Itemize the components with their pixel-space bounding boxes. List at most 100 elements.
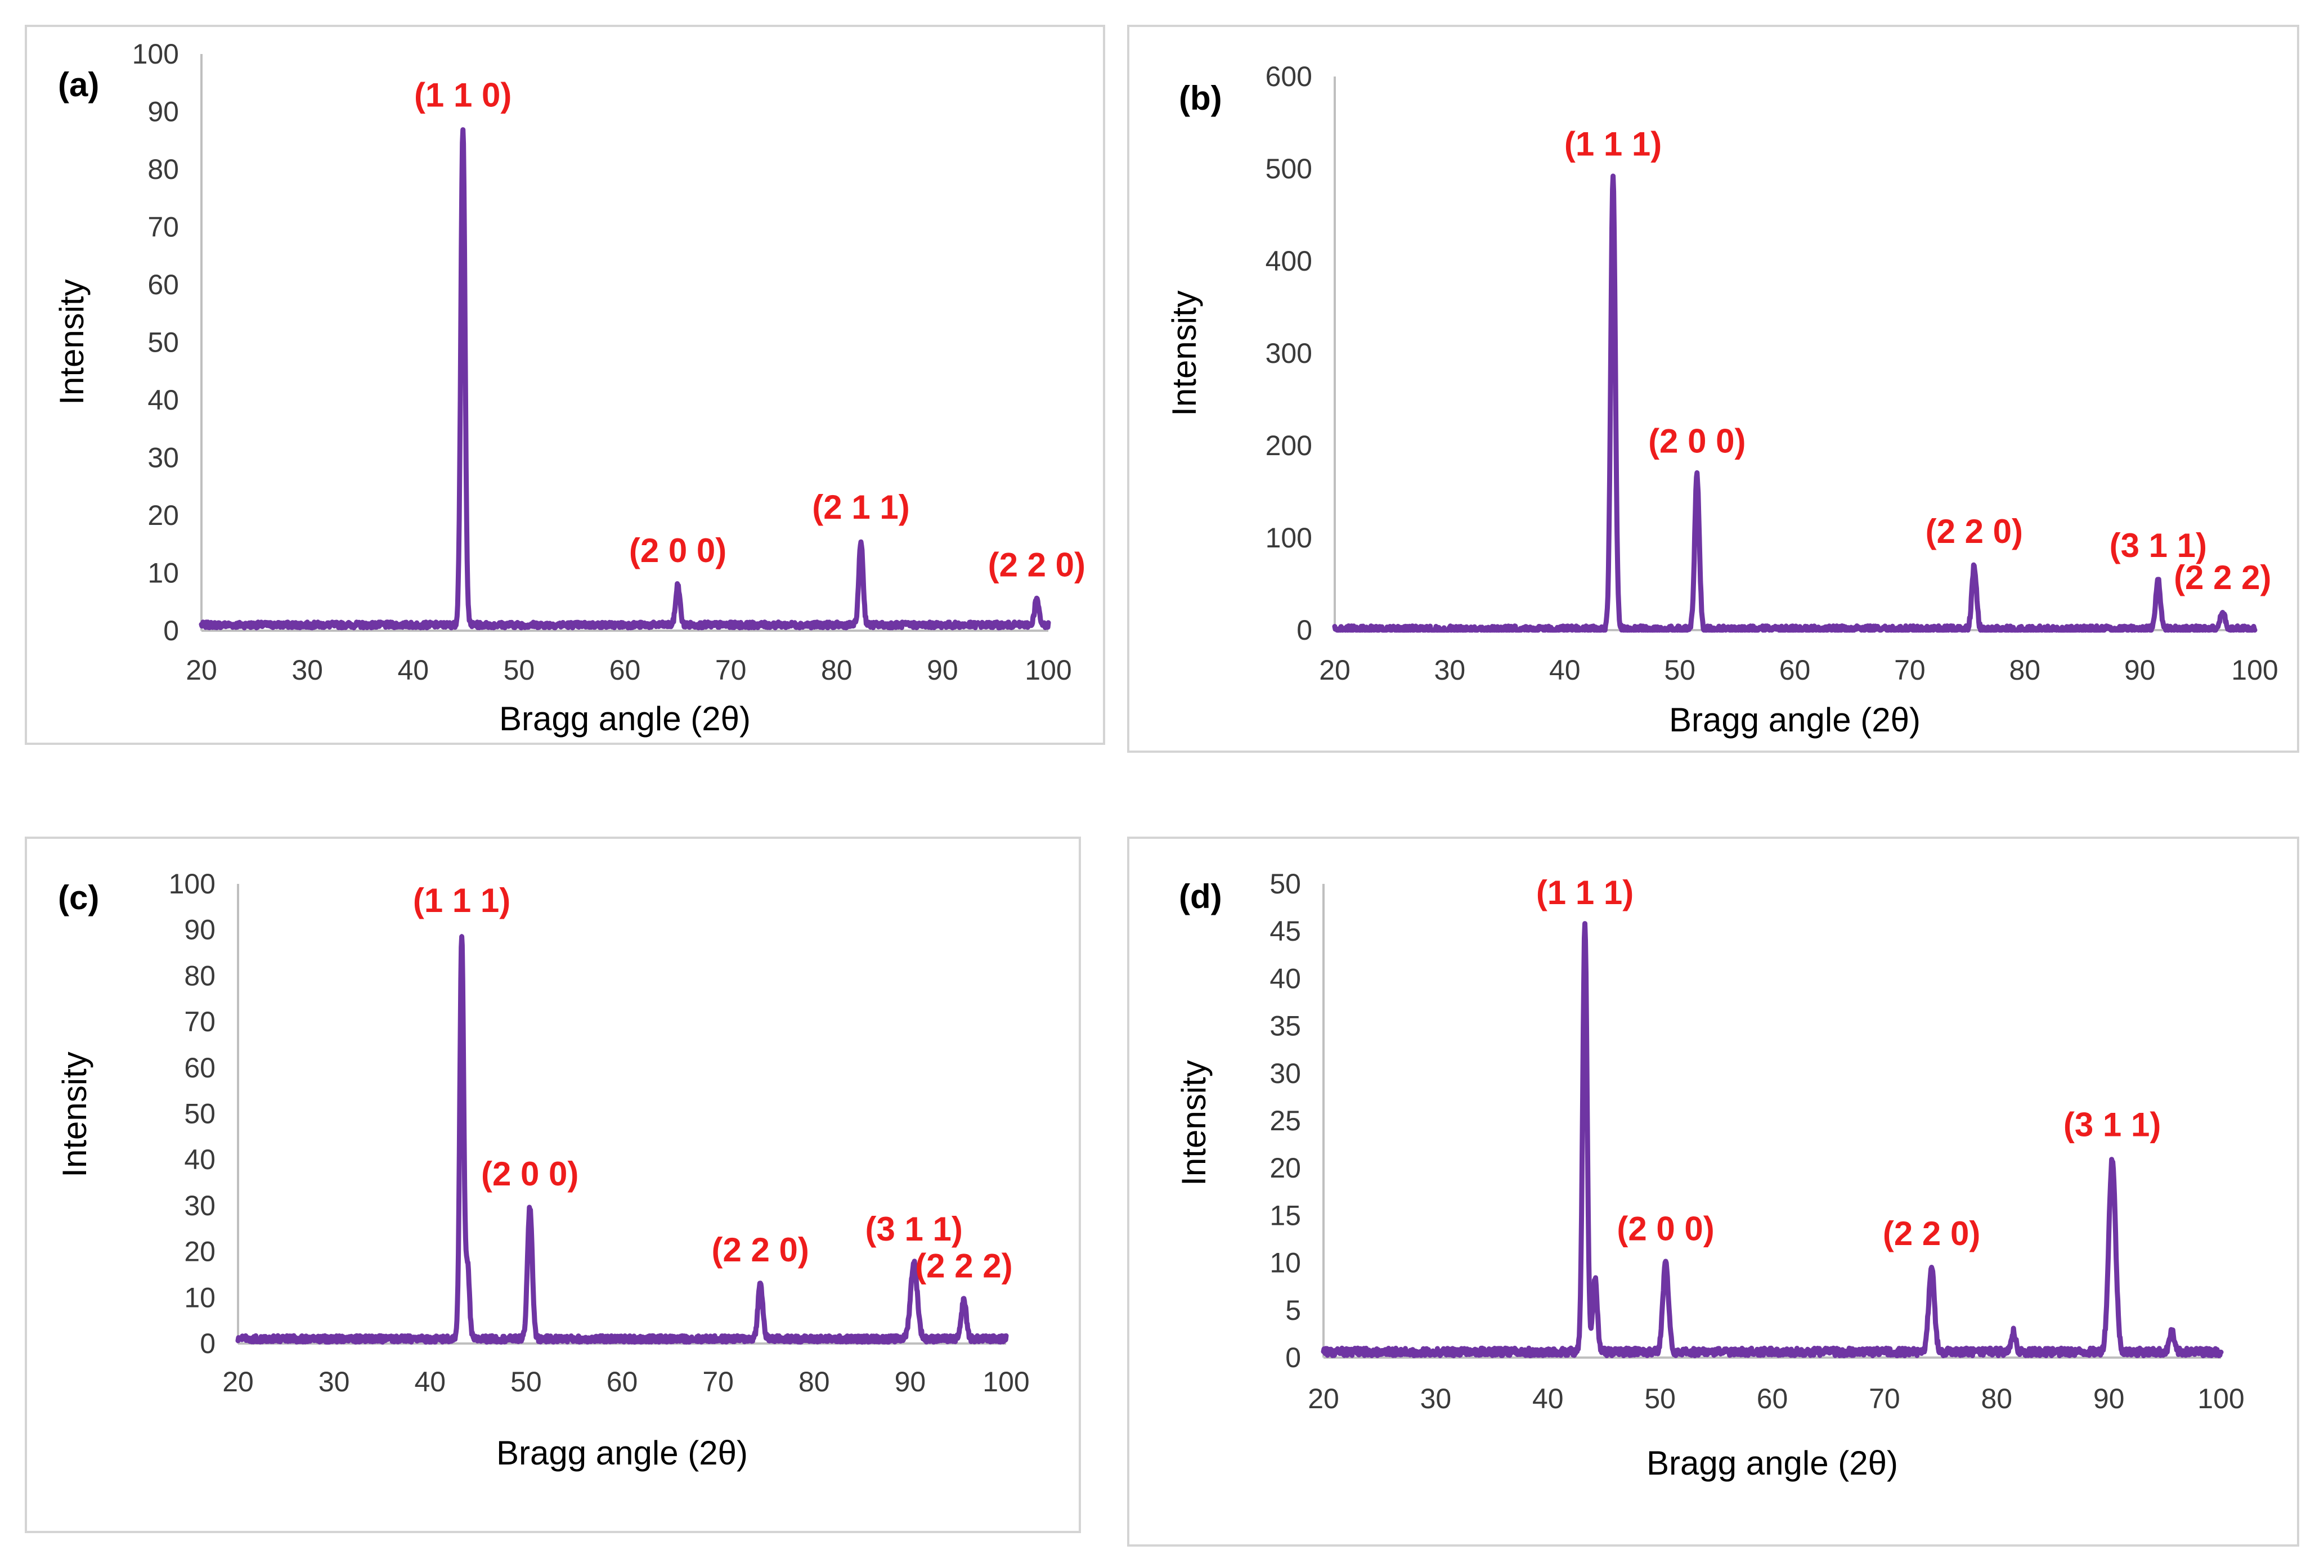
x-tick-label: 20 (1319, 654, 1351, 686)
x-axis-title: Bragg angle (2θ) (1646, 1444, 1898, 1482)
x-tick-label: 40 (1532, 1383, 1564, 1414)
peak-point (466, 1265, 468, 1266)
x-tick-label: 70 (1869, 1383, 1900, 1414)
xrd-chart-b: 0 100 200 300 400 500 600 20 30 40 50 60 70 80 90 100 Br… (1165, 61, 2278, 739)
peak-label: (3 1 1) (2063, 1106, 2161, 1143)
peak-point (2157, 578, 2159, 580)
peak-point (2171, 1330, 2173, 1332)
peak-point (677, 584, 679, 585)
y-tick-label: 20 (147, 500, 179, 531)
x-tick-label: 40 (1549, 654, 1581, 686)
peak-point (1931, 1267, 1932, 1269)
x-tick-label: 80 (1981, 1383, 2012, 1414)
y-tick-label: 0 (1285, 1342, 1301, 1373)
x-tick-label: 30 (318, 1366, 350, 1398)
y-tick-label: 90 (184, 914, 216, 946)
peak-label: (2 0 0) (1617, 1210, 1714, 1248)
peak-label: (3 1 1) (2110, 527, 2207, 564)
x-tick-label: 50 (1664, 654, 1695, 686)
x-tick-label: 40 (397, 654, 429, 686)
x-tick-label: 50 (504, 654, 535, 686)
x-tick-label: 100 (1025, 654, 1071, 686)
y-tick-label: 10 (147, 558, 179, 589)
panel-label: (a) (58, 66, 100, 104)
x-tick-label: 60 (607, 1366, 638, 1398)
y-tick-label: 60 (147, 269, 179, 300)
peak-point (760, 1283, 761, 1284)
peak-point (1973, 565, 1975, 567)
x-tick-label: 30 (1420, 1383, 1452, 1414)
x-axis-title: Bragg angle (2θ) (1669, 701, 1921, 739)
peak-label: (2 1 1) (812, 488, 909, 526)
y-tick-label: 100 (132, 38, 179, 70)
x-tick-label: 40 (414, 1366, 446, 1398)
y-tick-label: 30 (147, 442, 179, 474)
x-tick-label: 60 (1757, 1383, 1788, 1414)
y-tick-label: 0 (1296, 614, 1312, 646)
x-tick-label: 90 (927, 654, 958, 686)
panel-label: (b) (1179, 79, 1222, 117)
peak-label: (2 0 0) (629, 532, 726, 569)
peak-point (2222, 611, 2223, 613)
xrd-pattern-line (1332, 173, 2258, 633)
y-tick-label: 40 (147, 384, 179, 416)
x-tick-label: 100 (982, 1366, 1029, 1398)
y-tick-label: 100 (169, 868, 216, 900)
y-tick-label: 50 (1269, 868, 1301, 900)
xrd-pattern-line (199, 127, 1051, 631)
x-tick-label: 80 (798, 1366, 830, 1398)
peak-point (2013, 1330, 2015, 1332)
y-tick-label: 70 (184, 1006, 216, 1037)
peak-point (1665, 1262, 1667, 1264)
peak-point (529, 1207, 531, 1208)
x-tick-label: 30 (291, 654, 323, 686)
peak-label: (3 1 1) (865, 1210, 962, 1248)
y-tick-label: 80 (147, 154, 179, 185)
x-tick-label: 50 (1644, 1383, 1676, 1414)
x-tick-label: 50 (510, 1366, 542, 1398)
y-axis-title: Intensity (1165, 290, 1203, 416)
x-tick-label: 90 (895, 1366, 926, 1398)
y-tick-label: 500 (1266, 153, 1312, 185)
x-axis-title: Bragg angle (2θ) (496, 1434, 748, 1472)
y-tick-label: 35 (1269, 1010, 1301, 1042)
y-tick-label: 10 (184, 1282, 216, 1313)
peak-point (913, 1263, 915, 1264)
y-tick-label: 300 (1266, 338, 1312, 369)
xrd-panel-d: (d) 0 5 10 15 20 25 30 35 40 45 50 20 30 40 50 60 70 80 90… (1127, 837, 2299, 1547)
y-tick-label: 100 (1266, 522, 1312, 554)
xrd-chart-d: 0 5 10 15 20 25 30 35 40 45 50 20 30 40 50 60 70 80 90 100 B… (1175, 868, 2245, 1482)
peak-label: (2 2 0) (711, 1231, 809, 1269)
y-tick-label: 50 (147, 327, 179, 358)
y-tick-label: 25 (1269, 1105, 1301, 1136)
peak-point (860, 541, 862, 542)
peak-point (1696, 474, 1698, 476)
x-tick-label: 70 (702, 1366, 734, 1398)
xrd-panel-c: (c) 0 10 20 30 40 50 60 70 80 90 100 20 30 40 50 60 70 80… (25, 837, 1081, 1533)
peak-point (1612, 177, 1614, 179)
y-tick-label: 10 (1269, 1247, 1301, 1279)
y-tick-label: 600 (1266, 61, 1312, 92)
y-tick-label: 200 (1266, 430, 1312, 461)
peak-point (1594, 1276, 1596, 1278)
y-tick-label: 5 (1285, 1295, 1301, 1326)
peak-point (461, 933, 463, 935)
peak-label: (1 1 1) (1564, 125, 1662, 163)
xrd-pattern-line (1321, 921, 2224, 1359)
panel-label: (d) (1179, 878, 1222, 915)
x-tick-label: 90 (2124, 654, 2156, 686)
peak-label: (2 2 2) (915, 1247, 1012, 1284)
peak-point (1584, 925, 1586, 927)
panel-label: (c) (58, 879, 100, 916)
y-tick-label: 0 (163, 615, 179, 646)
peak-point (2111, 1158, 2113, 1160)
xrd-chart-c: 0 10 20 30 40 50 60 70 80 90 100 20 30 40 50 60 70 80 90 10… (56, 868, 1030, 1472)
y-tick-label: 80 (184, 960, 216, 991)
x-tick-label: 70 (1894, 654, 1926, 686)
peak-label: (2 0 0) (1648, 422, 1746, 460)
y-tick-label: 15 (1269, 1199, 1301, 1231)
x-tick-label: 80 (2009, 654, 2040, 686)
peak-label: (2 2 0) (1926, 513, 2023, 550)
x-tick-label: 90 (2093, 1383, 2125, 1414)
xrd-pattern-line (235, 934, 1009, 1345)
